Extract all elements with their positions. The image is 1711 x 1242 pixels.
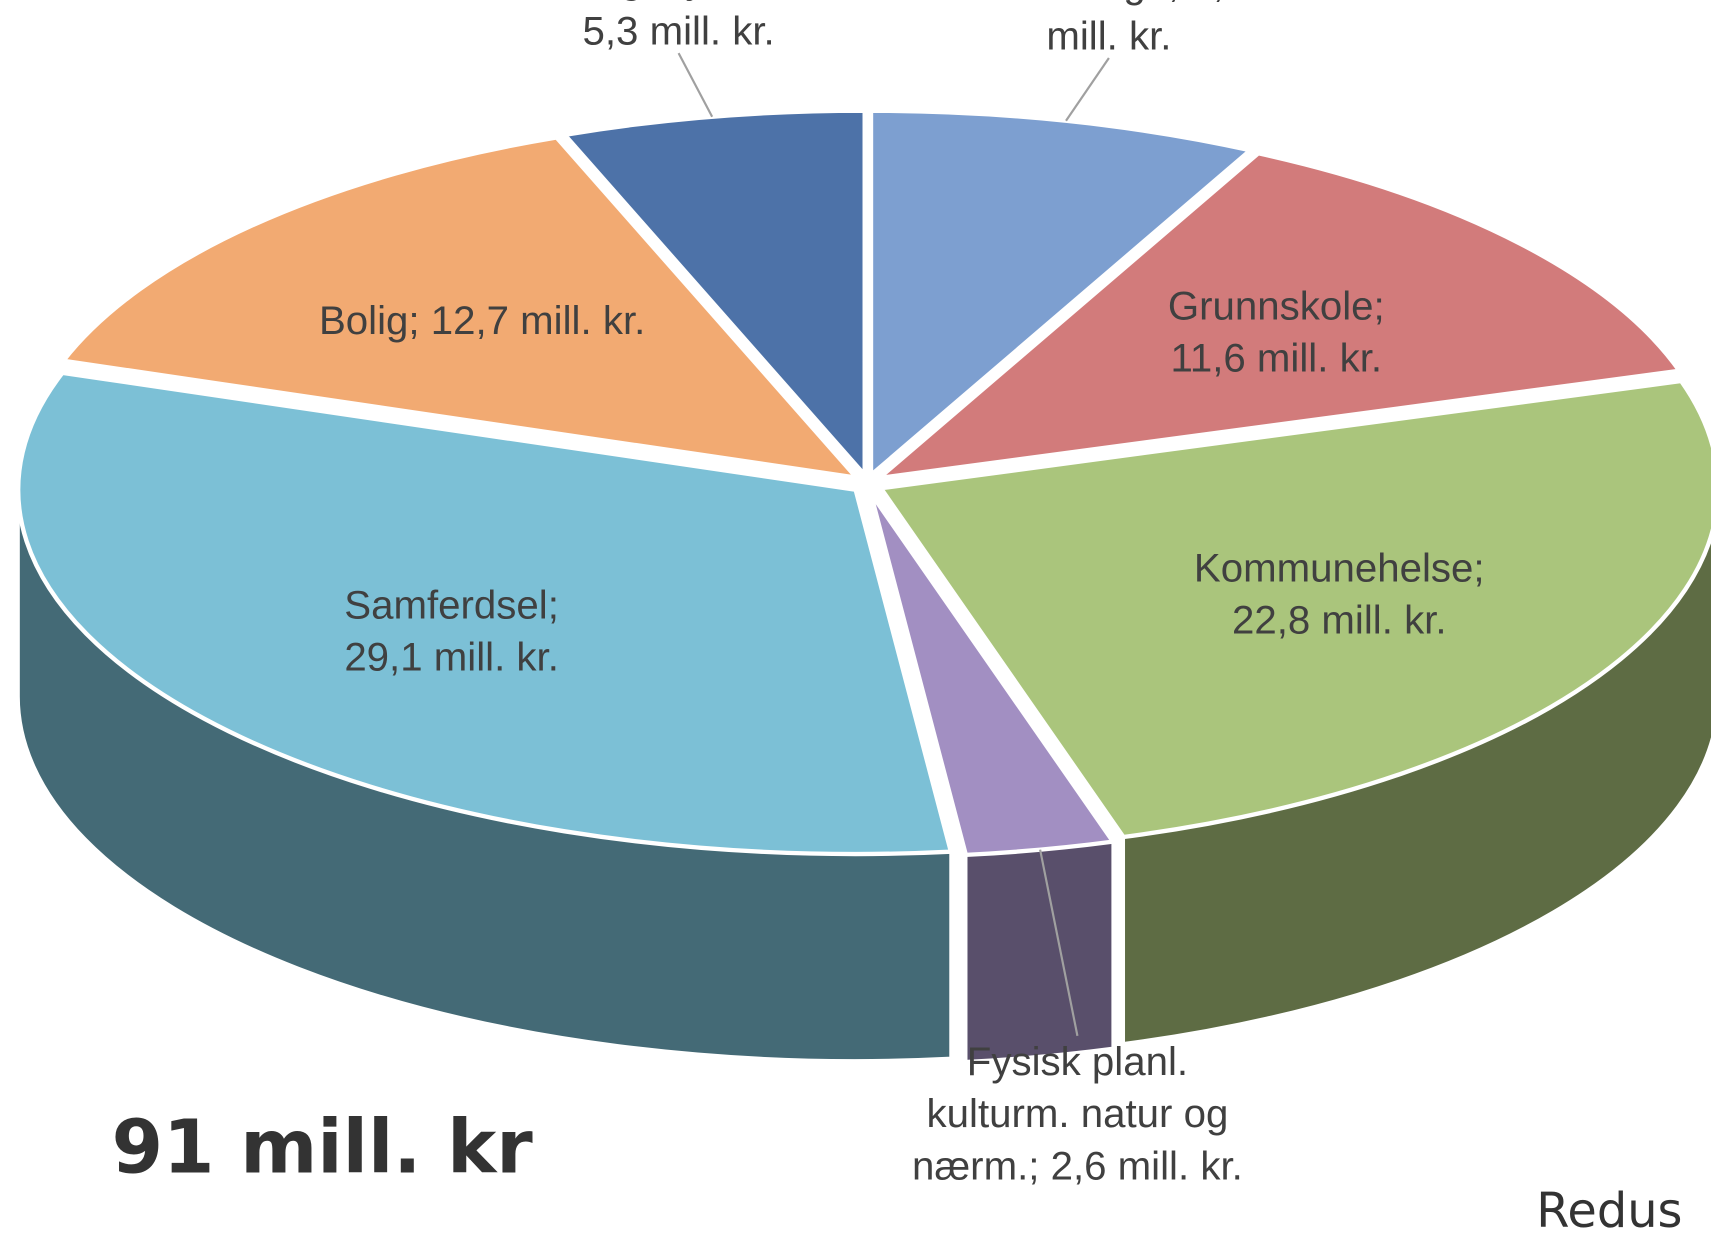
label-line: Bolig; 12,7 mill. kr. <box>319 298 645 343</box>
label-line: nærm.; 2,6 mill. kr. <box>912 1143 1243 1188</box>
leader-line <box>1039 849 1079 1037</box>
label-line: 11,6 mill. kr. <box>1170 336 1382 381</box>
leader-line <box>1065 57 1110 122</box>
slice <box>560 108 867 481</box>
leader-line <box>677 52 714 118</box>
cut-off-text: Redus <box>1536 1184 1682 1239</box>
label-line: Barnehage; 6,8 <box>971 0 1246 6</box>
label-line: 22,8 mill. kr. <box>1232 598 1447 643</box>
label-line: 29,1 mill. kr. <box>344 635 559 680</box>
label-line: Brann og ulykkesvern; <box>480 0 878 1</box>
slice <box>868 491 1117 858</box>
slice-label: Fysisk planl. kulturm. natur og nærm.; 2,6… <box>912 1039 1243 1188</box>
slice-side <box>964 839 1115 1064</box>
slice-label: Brann og ulykkesvern; 5,3 mill. kr. <box>480 0 878 53</box>
slice <box>868 108 1256 480</box>
label-line: Fysisk planl. <box>967 1039 1188 1084</box>
slice <box>16 370 954 857</box>
slice <box>59 135 863 481</box>
label-line: Kommunehelse; <box>1194 545 1485 590</box>
label-line: mill. kr. <box>1046 13 1171 58</box>
slice-tops <box>16 108 1711 858</box>
slice <box>877 378 1711 840</box>
label-line: Grunnskole; <box>1168 284 1385 329</box>
labels: Barnehage; 6,8 mill. kr. Grunnskole; 11,6 m… <box>319 0 1485 1188</box>
slice-label: Grunnskole; 11,6 mill. kr. <box>1168 284 1385 381</box>
label-line: 5,3 mill. kr. <box>582 8 774 53</box>
slice-label: Samferdsel; 29,1 mill. kr. <box>344 583 559 680</box>
slice <box>872 150 1684 482</box>
slice-label: Barnehage; 6,8 mill. kr. <box>971 0 1246 58</box>
total-label: 91 mill. kr <box>112 1104 534 1190</box>
label-line: Samferdsel; <box>344 583 559 628</box>
slice-label: Bolig; 12,7 mill. kr. <box>319 298 645 343</box>
label-line: kulturm. natur og <box>927 1091 1229 1136</box>
slice-label: Kommunehelse; 22,8 mill. kr. <box>1194 545 1485 642</box>
